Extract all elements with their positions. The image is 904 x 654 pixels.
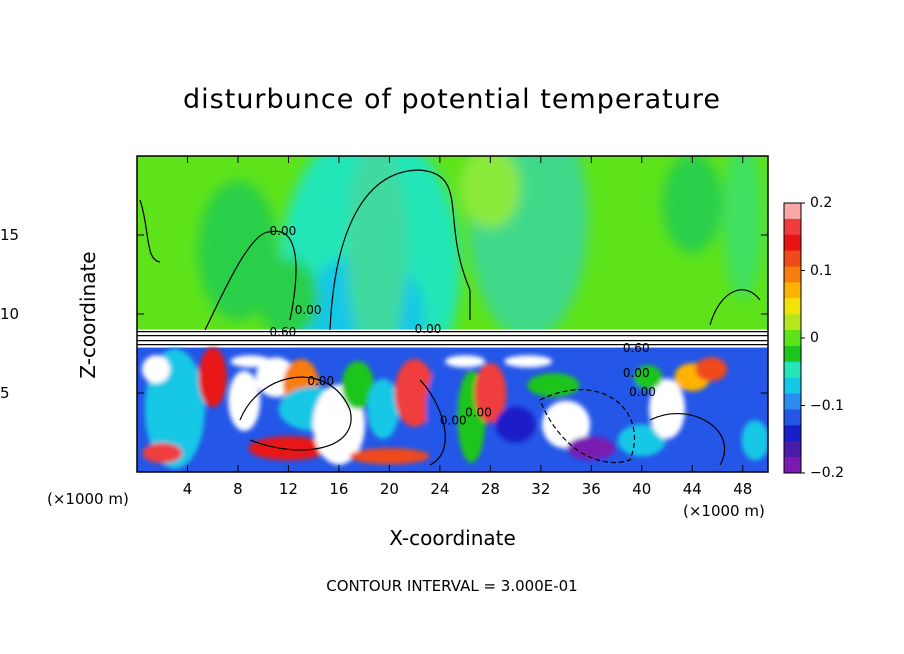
lower-blob [634, 365, 663, 390]
lower-blob [567, 436, 616, 461]
x-tick-label: 44 [682, 480, 702, 498]
upper-blob [197, 180, 278, 321]
x-axis-label: X-coordinate [389, 526, 516, 550]
colorbar-swatch [784, 234, 801, 252]
lower-contour [649, 413, 726, 466]
lower-blob [741, 420, 768, 461]
lower-contour [419, 379, 446, 466]
contour-label: 0.60 [270, 325, 297, 339]
colorbar-swatch [784, 218, 801, 236]
lower-blob [425, 368, 454, 449]
x-tick-label: 12 [278, 480, 298, 498]
lower-contour [539, 389, 636, 464]
colorbar-swatch [784, 409, 801, 426]
colorbar-tick-label: 0.1 [810, 262, 833, 279]
upper-contour [204, 230, 297, 331]
upper-blob [460, 156, 521, 228]
lower-blob [542, 400, 591, 449]
lower-blob [527, 373, 580, 398]
y-tick-label: 15 [0, 226, 20, 244]
contour-interval-note: CONTOUR INTERVAL = 3.000E-01 [326, 577, 578, 595]
y-axis-ticks [137, 234, 768, 394]
lower-blob [394, 359, 435, 427]
lower-blob [649, 378, 686, 439]
x-tick-label: 40 [632, 480, 652, 498]
lower-blob [495, 406, 536, 443]
contour-label: 0.00 [415, 322, 442, 336]
x-axis-ticks [186, 156, 744, 472]
lower-blob [142, 443, 183, 464]
contour-label: 0.00 [623, 366, 650, 380]
colorbar-tick-label: 0 [810, 330, 819, 346]
lower-blob [230, 355, 271, 368]
lower-blob [248, 436, 329, 461]
y-tick-label: 5 [0, 384, 10, 402]
colorbar [783, 202, 805, 474]
contour-label: 0.00 [270, 224, 297, 238]
contour-label: 0.60 [623, 341, 650, 355]
lower-blob [198, 347, 227, 408]
x-tick-label: 24 [430, 480, 450, 498]
colorbar-swatch [784, 266, 801, 283]
lower-blob [474, 363, 507, 423]
x-tick-label: 20 [379, 480, 399, 498]
colorbar-swatch [784, 361, 801, 379]
x-unit-label-right: (×1000 m) [683, 502, 765, 520]
lower-blob [367, 378, 400, 439]
colorbar-swatch [784, 425, 801, 442]
lower-blob [349, 448, 430, 465]
x-tick-label: 4 [182, 480, 193, 498]
lower-blob [695, 357, 728, 382]
colorbar-swatch [784, 393, 801, 410]
colorbar-swatch [784, 441, 801, 458]
lower-blob [706, 388, 755, 429]
colorbar-tick-label: −0.1 [810, 397, 844, 414]
colorbar-swatch [784, 314, 801, 331]
lower-blob [592, 377, 641, 409]
lower-blob [504, 355, 553, 368]
contour-label-group: 0.000.000.000.000.600.600.000.000.000.00 [270, 224, 656, 428]
colorbar-swatch [784, 282, 801, 299]
contour-label: 0.00 [629, 385, 656, 399]
upper-blob [662, 156, 723, 254]
upper-blob [258, 258, 319, 339]
colorbar-tick-label: 0.2 [810, 195, 833, 211]
contour-label: 0.00 [295, 303, 322, 317]
upper-contour [329, 169, 471, 331]
lower-layer-structures [141, 347, 768, 469]
x-tick-label: 48 [733, 480, 753, 498]
contour-label: 0.00 [465, 406, 492, 420]
x-tick-label: 16 [329, 480, 349, 498]
y-tick-label: 10 [0, 305, 20, 323]
contour-label: 0.00 [440, 414, 467, 428]
colorbar-tick-label: −0.2 [810, 465, 844, 481]
lower-blob [445, 355, 486, 368]
upper-blob [346, 156, 407, 361]
colorbar-swatch [784, 203, 801, 220]
contour-lines [137, 169, 768, 466]
x-tick-label: 32 [531, 480, 551, 498]
lower-contour [239, 376, 352, 451]
colorbar-swatch [784, 330, 801, 347]
upper-blob [722, 156, 763, 300]
colorbar-swatch [784, 345, 801, 363]
x-tick-label: 28 [480, 480, 500, 498]
interface-band [137, 329, 768, 348]
lower-blob [341, 361, 374, 410]
lower-blob [228, 370, 261, 431]
colorbar-swatch [784, 377, 801, 395]
lower-blob [141, 355, 170, 384]
chart-title: disturbunce of potential temperature [183, 84, 721, 115]
lower-blob [617, 424, 666, 457]
x-tick-label: 8 [233, 480, 243, 498]
x-tick-label: 36 [581, 480, 601, 498]
x-unit-label-left: (×1000 m) [47, 490, 129, 508]
upper-contour [139, 199, 161, 263]
upper-contour [709, 289, 761, 326]
colorbar-swatch [784, 298, 801, 315]
colorbar-swatch [784, 250, 801, 268]
contour-label: 0.00 [307, 374, 334, 388]
colorbar-swatch [784, 457, 801, 474]
